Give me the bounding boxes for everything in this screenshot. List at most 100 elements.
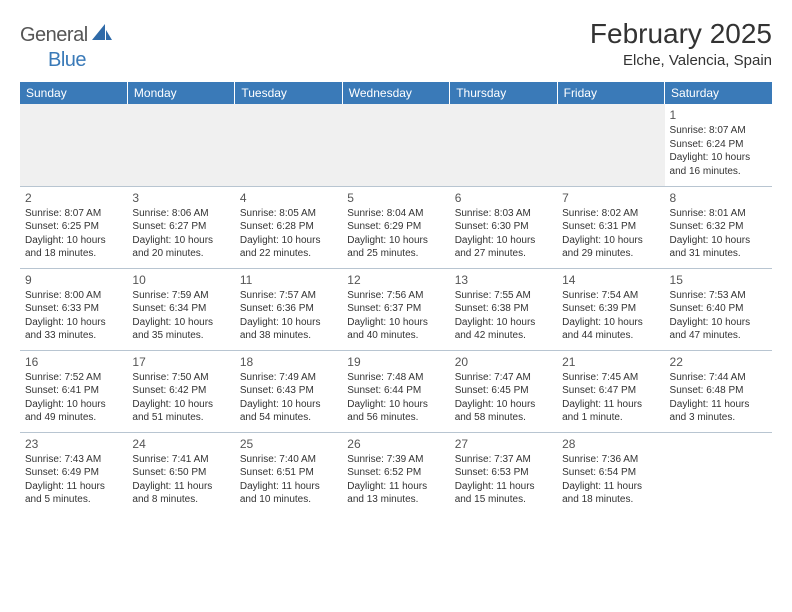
brand-logo: General — [20, 18, 115, 47]
sunrise-line: Sunrise: 7:53 AM — [670, 289, 767, 303]
day-number: 27 — [455, 436, 552, 452]
calendar-day-cell: 27Sunrise: 7:37 AMSunset: 6:53 PMDayligh… — [450, 432, 557, 514]
day2-line: and 18 minutes. — [25, 247, 122, 261]
sunset-line: Sunset: 6:30 PM — [455, 220, 552, 234]
calendar-table: Sunday Monday Tuesday Wednesday Thursday… — [20, 82, 772, 514]
sunset-line: Sunset: 6:50 PM — [132, 466, 229, 480]
sunrise-line: Sunrise: 7:59 AM — [132, 289, 229, 303]
sunrise-line: Sunrise: 8:02 AM — [562, 207, 659, 221]
day2-line: and 47 minutes. — [670, 329, 767, 343]
sunset-line: Sunset: 6:47 PM — [562, 384, 659, 398]
day-number: 14 — [562, 272, 659, 288]
calendar-day-cell: 7Sunrise: 8:02 AMSunset: 6:31 PMDaylight… — [557, 186, 664, 268]
day1-line: Daylight: 10 hours — [347, 316, 444, 330]
calendar-empty-cell — [665, 432, 772, 514]
calendar-week-row: 9Sunrise: 8:00 AMSunset: 6:33 PMDaylight… — [20, 268, 772, 350]
day1-line: Daylight: 10 hours — [562, 234, 659, 248]
day-number: 26 — [347, 436, 444, 452]
calendar-week-row: 2Sunrise: 8:07 AMSunset: 6:25 PMDaylight… — [20, 186, 772, 268]
day2-line: and 10 minutes. — [240, 493, 337, 507]
day2-line: and 44 minutes. — [562, 329, 659, 343]
brand-part1: General — [20, 24, 88, 47]
day2-line: and 49 minutes. — [25, 411, 122, 425]
day2-line: and 27 minutes. — [455, 247, 552, 261]
day-number: 7 — [562, 190, 659, 206]
calendar-day-cell: 21Sunrise: 7:45 AMSunset: 6:47 PMDayligh… — [557, 350, 664, 432]
sunrise-line: Sunrise: 7:52 AM — [25, 371, 122, 385]
day-number: 8 — [670, 190, 767, 206]
calendar-day-cell: 25Sunrise: 7:40 AMSunset: 6:51 PMDayligh… — [235, 432, 342, 514]
calendar-day-cell: 28Sunrise: 7:36 AMSunset: 6:54 PMDayligh… — [557, 432, 664, 514]
calendar-day-cell: 5Sunrise: 8:04 AMSunset: 6:29 PMDaylight… — [342, 186, 449, 268]
day2-line: and 18 minutes. — [562, 493, 659, 507]
title-block: February 2025 Elche, Valencia, Spain — [590, 18, 772, 69]
weekday-header: Monday — [127, 82, 234, 104]
day-number: 10 — [132, 272, 229, 288]
day-number: 4 — [240, 190, 337, 206]
day1-line: Daylight: 10 hours — [347, 398, 444, 412]
day2-line: and 29 minutes. — [562, 247, 659, 261]
sunrise-line: Sunrise: 7:55 AM — [455, 289, 552, 303]
sunrise-line: Sunrise: 8:01 AM — [670, 207, 767, 221]
day-number: 13 — [455, 272, 552, 288]
day2-line: and 33 minutes. — [25, 329, 122, 343]
sunrise-line: Sunrise: 8:03 AM — [455, 207, 552, 221]
day2-line: and 42 minutes. — [455, 329, 552, 343]
day2-line: and 1 minute. — [562, 411, 659, 425]
calendar-empty-cell — [342, 104, 449, 186]
day1-line: Daylight: 10 hours — [455, 316, 552, 330]
day1-line: Daylight: 11 hours — [132, 480, 229, 494]
sunset-line: Sunset: 6:51 PM — [240, 466, 337, 480]
day1-line: Daylight: 10 hours — [562, 316, 659, 330]
sunrise-line: Sunrise: 7:48 AM — [347, 371, 444, 385]
calendar-day-cell: 3Sunrise: 8:06 AMSunset: 6:27 PMDaylight… — [127, 186, 234, 268]
day1-line: Daylight: 10 hours — [25, 234, 122, 248]
day1-line: Daylight: 11 hours — [562, 398, 659, 412]
day2-line: and 51 minutes. — [132, 411, 229, 425]
calendar-day-cell: 18Sunrise: 7:49 AMSunset: 6:43 PMDayligh… — [235, 350, 342, 432]
calendar-day-cell: 12Sunrise: 7:56 AMSunset: 6:37 PMDayligh… — [342, 268, 449, 350]
sunset-line: Sunset: 6:37 PM — [347, 302, 444, 316]
sunrise-line: Sunrise: 8:07 AM — [25, 207, 122, 221]
month-title: February 2025 — [590, 18, 772, 50]
calendar-day-cell: 17Sunrise: 7:50 AMSunset: 6:42 PMDayligh… — [127, 350, 234, 432]
calendar-empty-cell — [20, 104, 127, 186]
day-number: 6 — [455, 190, 552, 206]
day-number: 11 — [240, 272, 337, 288]
sunrise-line: Sunrise: 8:05 AM — [240, 207, 337, 221]
day1-line: Daylight: 10 hours — [670, 234, 767, 248]
day2-line: and 54 minutes. — [240, 411, 337, 425]
sunrise-line: Sunrise: 7:44 AM — [670, 371, 767, 385]
day1-line: Daylight: 10 hours — [240, 234, 337, 248]
sunset-line: Sunset: 6:39 PM — [562, 302, 659, 316]
sunset-line: Sunset: 6:40 PM — [670, 302, 767, 316]
day-number: 5 — [347, 190, 444, 206]
day2-line: and 15 minutes. — [455, 493, 552, 507]
calendar-day-cell: 22Sunrise: 7:44 AMSunset: 6:48 PMDayligh… — [665, 350, 772, 432]
calendar-day-cell: 15Sunrise: 7:53 AMSunset: 6:40 PMDayligh… — [665, 268, 772, 350]
calendar-day-cell: 14Sunrise: 7:54 AMSunset: 6:39 PMDayligh… — [557, 268, 664, 350]
sunset-line: Sunset: 6:44 PM — [347, 384, 444, 398]
sunset-line: Sunset: 6:34 PM — [132, 302, 229, 316]
day1-line: Daylight: 10 hours — [670, 316, 767, 330]
day-number: 20 — [455, 354, 552, 370]
weekday-header-row: Sunday Monday Tuesday Wednesday Thursday… — [20, 82, 772, 104]
sunset-line: Sunset: 6:54 PM — [562, 466, 659, 480]
sunset-line: Sunset: 6:29 PM — [347, 220, 444, 234]
sunrise-line: Sunrise: 8:04 AM — [347, 207, 444, 221]
calendar-day-cell: 24Sunrise: 7:41 AMSunset: 6:50 PMDayligh… — [127, 432, 234, 514]
sunset-line: Sunset: 6:27 PM — [132, 220, 229, 234]
sunrise-line: Sunrise: 8:06 AM — [132, 207, 229, 221]
calendar-week-row: 23Sunrise: 7:43 AMSunset: 6:49 PMDayligh… — [20, 432, 772, 514]
sunset-line: Sunset: 6:53 PM — [455, 466, 552, 480]
weekday-header: Friday — [557, 82, 664, 104]
day1-line: Daylight: 11 hours — [670, 398, 767, 412]
sunrise-line: Sunrise: 7:47 AM — [455, 371, 552, 385]
day2-line: and 22 minutes. — [240, 247, 337, 261]
sunrise-line: Sunrise: 7:37 AM — [455, 453, 552, 467]
calendar-day-cell: 20Sunrise: 7:47 AMSunset: 6:45 PMDayligh… — [450, 350, 557, 432]
day2-line: and 58 minutes. — [455, 411, 552, 425]
day2-line: and 8 minutes. — [132, 493, 229, 507]
brand-sail-icon — [92, 24, 112, 47]
day-number: 12 — [347, 272, 444, 288]
